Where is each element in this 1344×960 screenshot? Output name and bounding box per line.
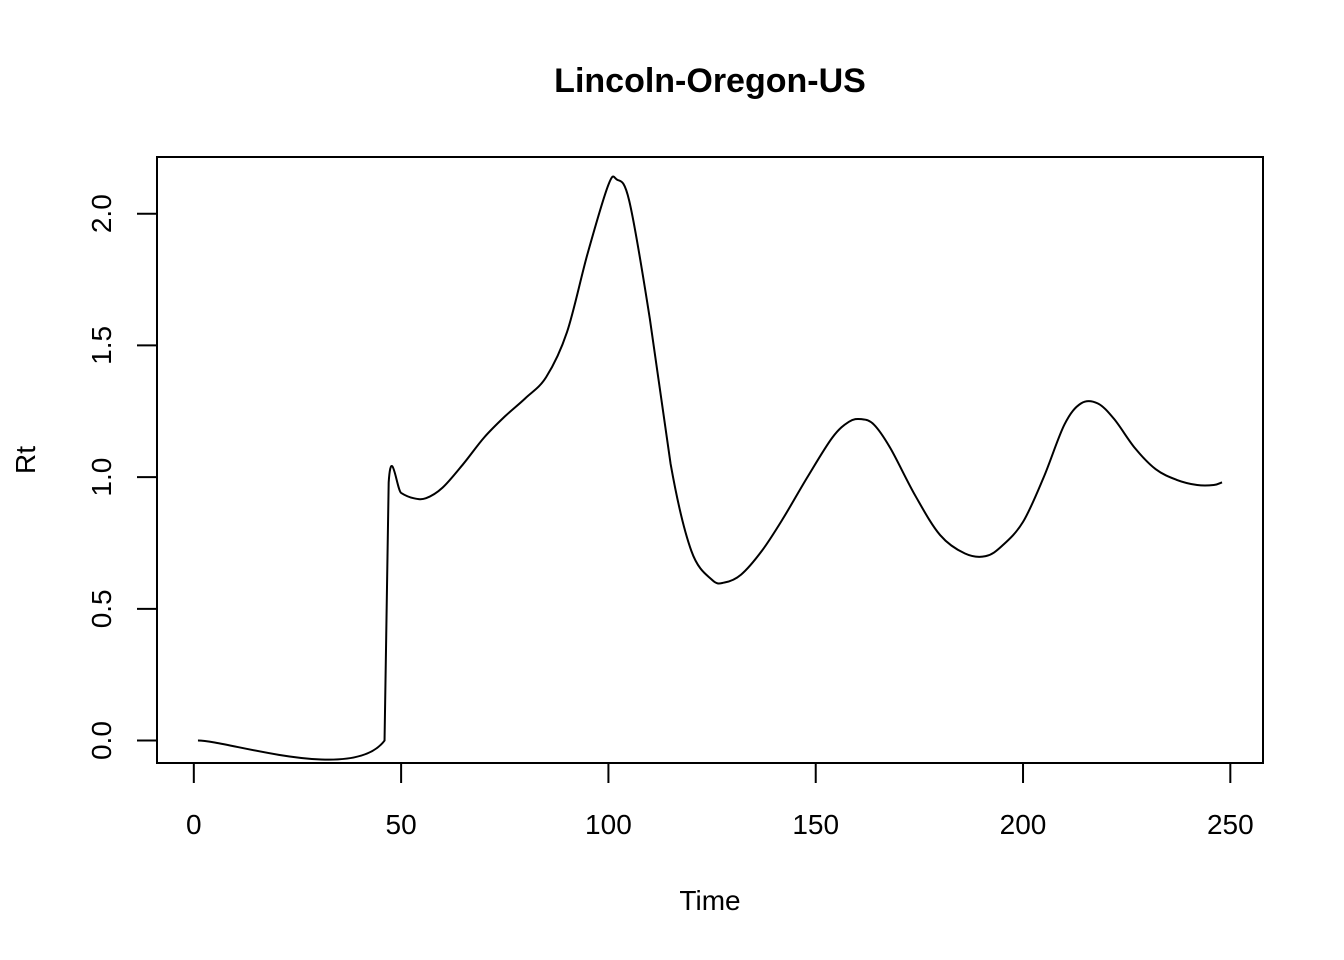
x-tick-label: 250 <box>1207 809 1254 840</box>
x-tick-label: 150 <box>792 809 839 840</box>
x-tick-label: 50 <box>386 809 417 840</box>
y-tick-label: 0.0 <box>86 721 117 760</box>
y-axis-title: Rt <box>10 446 41 474</box>
y-tick-label: 2.0 <box>86 194 117 233</box>
y-tick-label: 0.5 <box>86 589 117 628</box>
y-axis: 0.0 0.5 1.0 1.5 2.0 <box>86 194 158 760</box>
plot-frame <box>156 156 1264 764</box>
rt-series-line <box>197 175 1223 761</box>
chart-title: Lincoln-Oregon-US <box>554 62 866 100</box>
x-tick-label: 0 <box>186 809 202 840</box>
x-tick-label: 100 <box>585 809 632 840</box>
x-axis: 0 50 100 150 200 250 <box>186 762 1254 840</box>
x-tick-label: 200 <box>1000 809 1047 840</box>
y-tick-label: 1.0 <box>86 458 117 497</box>
x-axis-title: Time <box>679 885 740 916</box>
y-tick-label: 1.5 <box>86 326 117 365</box>
